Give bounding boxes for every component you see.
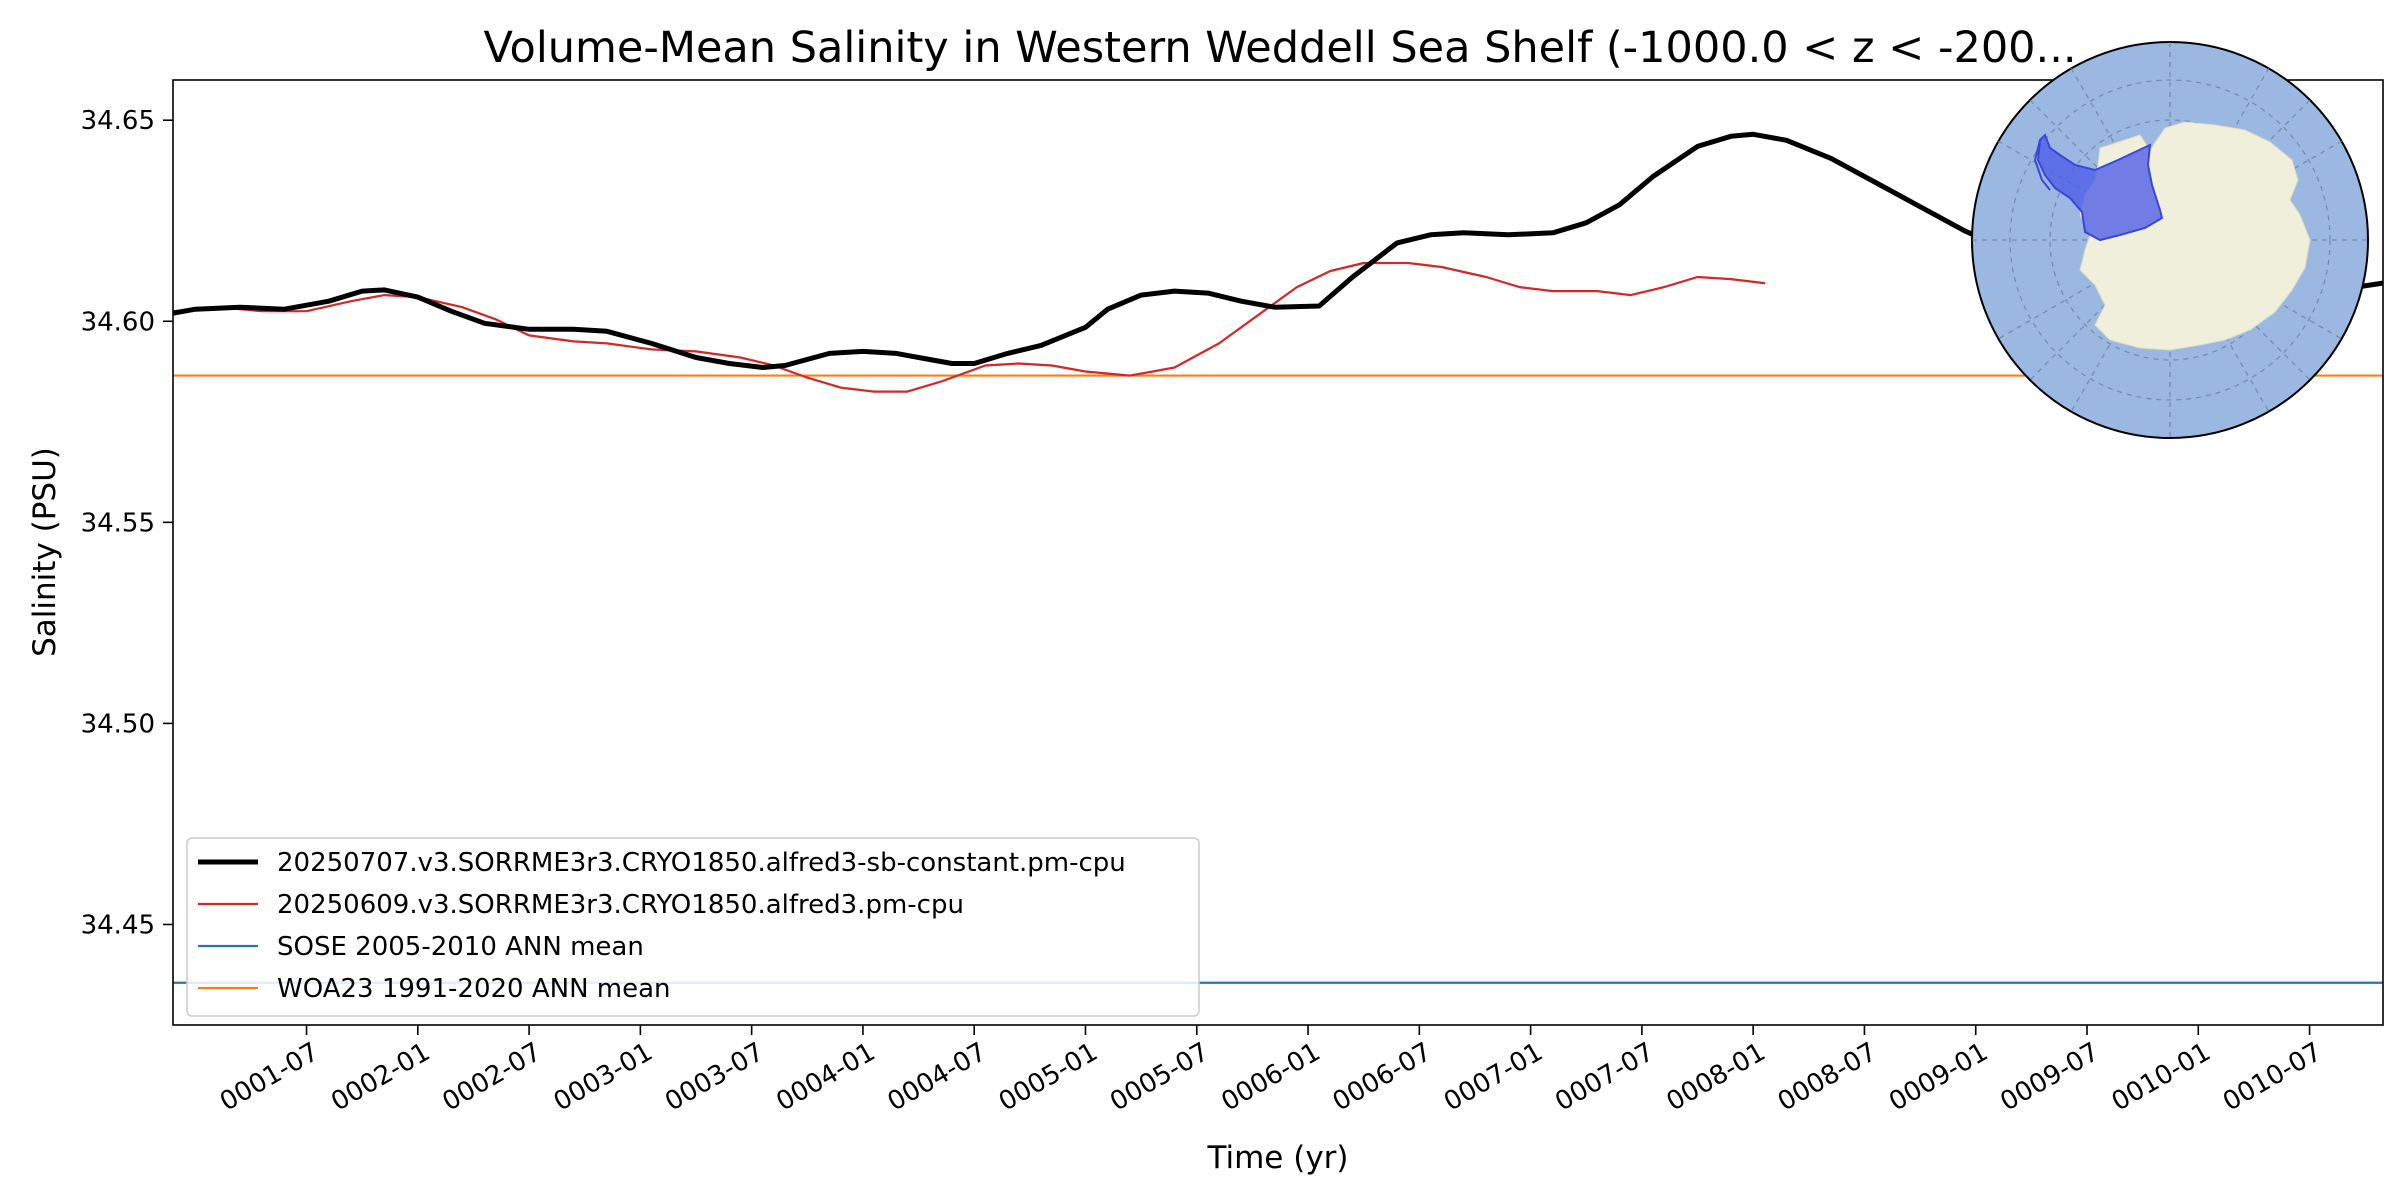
antarctica-polar-map-icon <box>1971 41 2369 439</box>
y-tick-label-4: 34.65 <box>81 106 155 136</box>
y-tick-label-1: 34.50 <box>81 709 155 739</box>
inset-weddell-region <box>2036 133 2164 242</box>
x-axis-label: Time (yr) <box>1207 1140 1349 1176</box>
series-line-1 <box>173 261 1766 393</box>
y-tick-label-0: 34.45 <box>81 910 155 940</box>
legend-box <box>186 837 1200 1017</box>
y-axis-label: Salinity (PSU) <box>27 447 63 657</box>
inset-peninsula <box>2033 139 2051 191</box>
y-tick-label-2: 34.55 <box>81 508 155 538</box>
plot-frame <box>172 79 2384 1026</box>
legend: 20250707.v3.SORRME3r3.CRYO1850.alfred3-s… <box>186 837 1200 1017</box>
legend-label-series-3: WOA23 1991-2020 ANN mean <box>277 974 671 1004</box>
y-axis-ticks: 34.45 34.50 34.55 34.60 34.65 <box>81 106 173 940</box>
legend-label-series-0: 20250707.v3.SORRME3r3.CRYO1850.alfred3-s… <box>277 848 1126 878</box>
legend-label-series-2: SOSE 2005-2010 ANN mean <box>277 932 644 962</box>
y-tick-label-3: 34.60 <box>81 307 155 337</box>
chart-title: Volume-Mean Salinity in Western Weddell … <box>483 23 2076 73</box>
legend-label-series-1: 20250609.v3.SORRME3r3.CRYO1850.alfred3.p… <box>277 890 964 920</box>
